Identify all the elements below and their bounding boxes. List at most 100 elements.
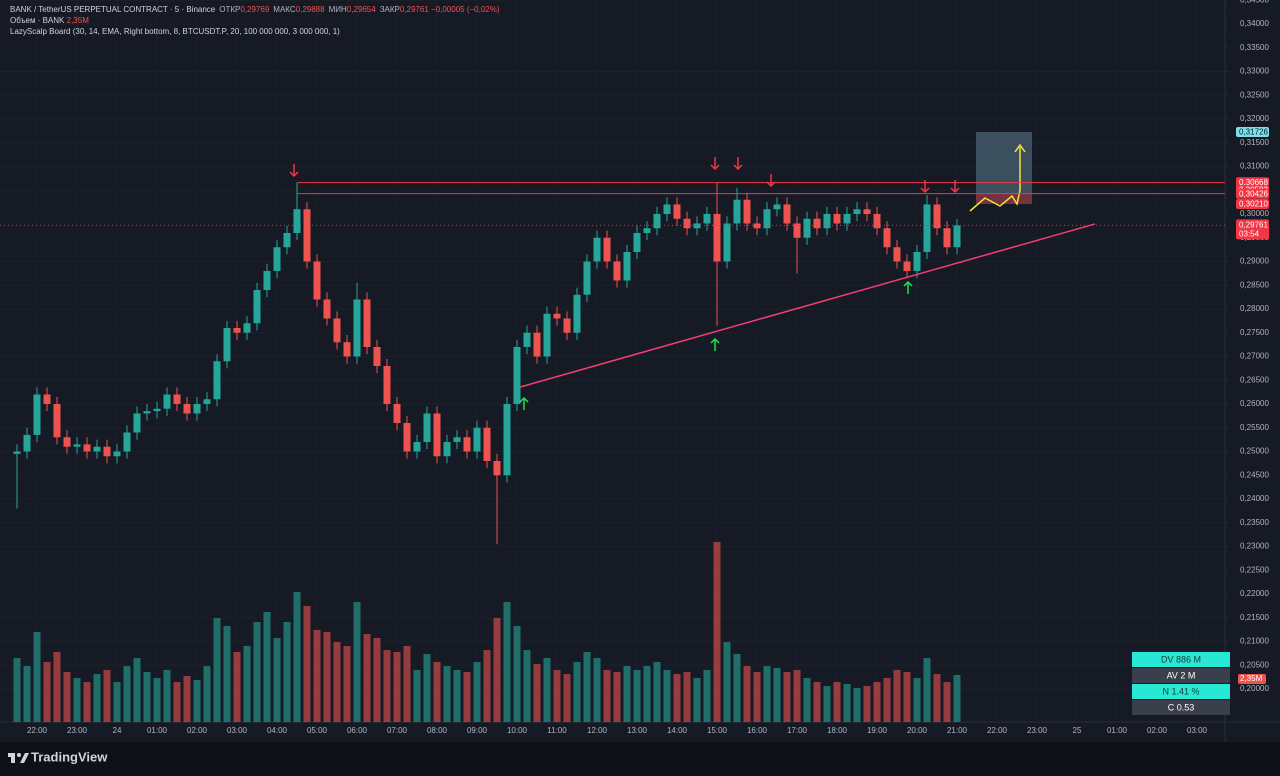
- y-tick-label: 0,21000: [1240, 637, 1269, 646]
- volume-bar: [253, 622, 261, 722]
- y-tick-label: 0,26500: [1240, 375, 1269, 384]
- volume-bar: [483, 650, 491, 722]
- candle-body: [763, 209, 771, 229]
- y-tick-label: 0,31000: [1240, 162, 1269, 171]
- volume-bar: [463, 672, 471, 722]
- volume-bar: [513, 626, 521, 722]
- grid: [0, 0, 1225, 722]
- y-tick-label: 0,22000: [1240, 589, 1269, 598]
- volume-bar: [173, 682, 181, 722]
- volume-bar: [113, 682, 121, 722]
- volume-bar: [593, 658, 601, 722]
- volume-bar: [83, 682, 91, 722]
- candle-body: [243, 323, 251, 333]
- candle-body: [483, 427, 491, 461]
- y-tick-label: 0,23000: [1240, 542, 1269, 551]
- candle-body: [753, 223, 761, 229]
- candle-body: [873, 213, 881, 229]
- volume-bar: [763, 666, 771, 722]
- volume-bar: [123, 666, 131, 722]
- candle-body: [723, 223, 731, 262]
- candle-body: [513, 346, 521, 404]
- x-tick-label: 22:00: [987, 726, 1008, 735]
- candle-body: [563, 318, 571, 333]
- candle-body: [913, 251, 921, 271]
- candle-body: [823, 213, 831, 229]
- x-tick-label: 03:00: [227, 726, 248, 735]
- up-arrow: [710, 337, 720, 351]
- volume-bar: [333, 642, 341, 722]
- volume-bar: [13, 658, 21, 722]
- ohlc-label: ЗАКР: [379, 5, 400, 14]
- y-tick-label: 0,27500: [1240, 328, 1269, 337]
- volume-bar: [273, 638, 281, 722]
- forecast-arrowhead: [1014, 143, 1026, 153]
- ohlc-value: 0,29654: [346, 5, 376, 14]
- candle-body: [373, 346, 381, 366]
- candle-body: [133, 413, 141, 433]
- brand-logo: TradingView: [8, 749, 108, 764]
- volume-bar: [353, 602, 361, 722]
- volume-bar: [623, 666, 631, 722]
- volume-bar: [753, 672, 761, 722]
- x-tick-label: 10:00: [507, 726, 528, 735]
- candle-body: [323, 299, 331, 319]
- up-arrow: [903, 280, 913, 294]
- board-cell: [1132, 668, 1230, 683]
- price-label: 0,31726: [1239, 128, 1268, 137]
- x-tick-label: 22:00: [27, 726, 48, 735]
- volume-bar: [63, 672, 71, 722]
- candle-body: [23, 434, 31, 452]
- volume-bar: [393, 652, 401, 722]
- candle-body: [613, 261, 621, 281]
- board-label: DV 886 M: [1161, 654, 1201, 664]
- down-arrow: [710, 157, 720, 171]
- candle-body: [433, 413, 441, 457]
- volume-bar: [23, 666, 31, 722]
- candle-body: [663, 204, 671, 214]
- volume-bar: [733, 654, 741, 722]
- price-label: 0,30426: [1239, 189, 1268, 198]
- x-tick-label: 12:00: [587, 726, 608, 735]
- volume-bar: [453, 670, 461, 722]
- volume-bar: [203, 666, 211, 722]
- last-price-label: 0,29761: [1239, 220, 1268, 229]
- candle-body: [233, 327, 241, 333]
- volume-bar: [613, 672, 621, 722]
- price-label: 0,30668: [1239, 178, 1268, 187]
- volume-bar: [703, 670, 711, 722]
- candle-body: [273, 247, 281, 271]
- candle-body: [623, 251, 631, 281]
- volume-bar: [223, 626, 231, 722]
- y-tick-label: 0,32500: [1240, 90, 1269, 99]
- volume-bar: [743, 666, 751, 722]
- volume-bar: [233, 652, 241, 722]
- volume-bar: [723, 642, 731, 722]
- x-tick-label: 13:00: [627, 726, 648, 735]
- volume-bar: [303, 606, 311, 722]
- candle-body: [143, 411, 151, 414]
- plot-bg: [0, 0, 1280, 742]
- x-tick-label: 01:00: [1107, 726, 1128, 735]
- indicator-row: LazyScalp Board (30, 14, EMA, Right bott…: [10, 26, 500, 37]
- price-label-box: [1236, 177, 1269, 188]
- x-tick-label: 09:00: [467, 726, 488, 735]
- volume-bar: [153, 678, 161, 722]
- volume-bar: [833, 682, 841, 722]
- candle-body: [203, 399, 211, 404]
- x-tick-label: 18:00: [827, 726, 848, 735]
- candle-body: [793, 223, 801, 238]
- candle-body: [43, 394, 51, 404]
- x-tick-label: 25: [1073, 726, 1082, 735]
- axes: 0,20000 0,20500 0,21000 0,21500 0,22000 0,225…: [27, 0, 1269, 735]
- candle-body: [953, 225, 961, 248]
- candle-body: [693, 223, 701, 229]
- volume-bar: [93, 674, 101, 722]
- candle-body: [223, 327, 231, 362]
- y-tick-label: 0,32000: [1240, 114, 1269, 123]
- candle-body: [463, 437, 471, 452]
- volume-bar: [383, 650, 391, 722]
- x-tick-label: 03:00: [1187, 726, 1208, 735]
- candle-body: [113, 451, 121, 457]
